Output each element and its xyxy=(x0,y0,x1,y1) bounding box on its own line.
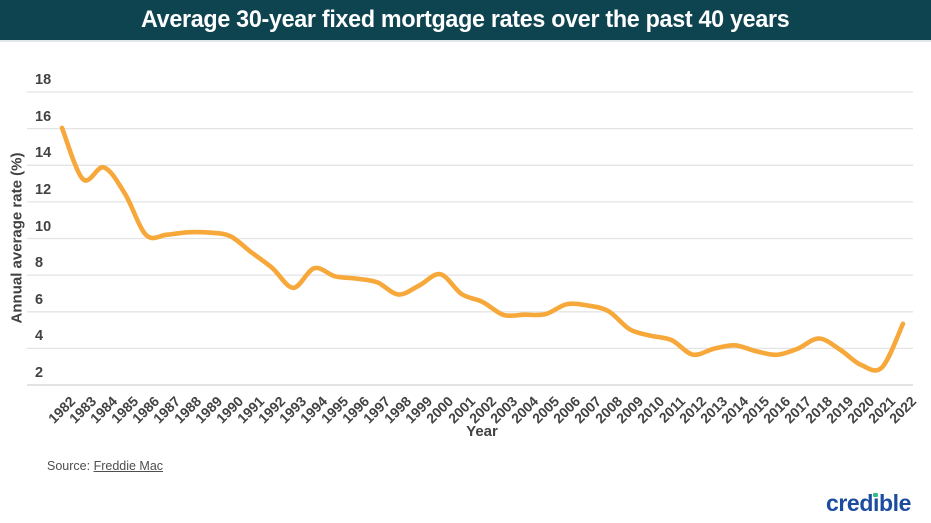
y-tick-label: 16 xyxy=(35,108,52,125)
y-tick-label: 18 xyxy=(35,72,52,88)
logo-text-post: ble xyxy=(878,490,911,516)
y-tick-label: 2 xyxy=(35,365,44,381)
y-tick-label: 14 xyxy=(35,145,52,162)
y-axis-title: Annual average rate (%) xyxy=(8,152,26,324)
y-tick-label: 8 xyxy=(35,255,44,272)
source-attribution: Source: Freddie Mac xyxy=(47,459,163,473)
chart-title: Average 30-year fixed mortgage rates ove… xyxy=(141,6,790,33)
chart-title-bar: Average 30-year fixed mortgage rates ove… xyxy=(0,0,931,42)
logo-text-pre: cred xyxy=(825,490,873,516)
y-tick-label: 10 xyxy=(35,218,52,235)
y-tick-label: 12 xyxy=(35,181,52,198)
y-tick-label: 4 xyxy=(35,328,44,345)
credible-logo: credıble xyxy=(826,490,911,517)
y-tick-label: 6 xyxy=(35,291,44,308)
source-prefix: Source: xyxy=(47,459,91,473)
logo-i-with-green-dot: ı xyxy=(872,490,879,516)
source-link-freddie-mac[interactable]: Freddie Mac xyxy=(93,459,164,473)
x-axis-title: Year xyxy=(466,423,498,440)
mortgage-rate-line xyxy=(59,125,906,373)
